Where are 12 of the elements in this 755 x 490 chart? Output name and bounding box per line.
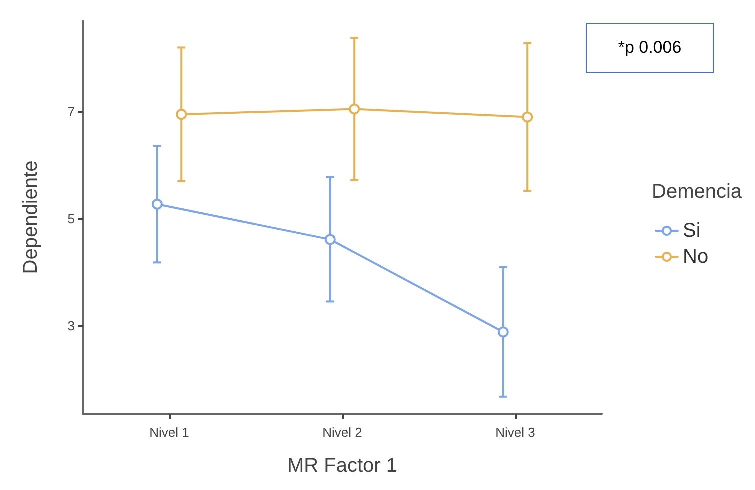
x-tick-label: Nivel 3 [496, 425, 536, 440]
x-tick-label: Nivel 2 [322, 425, 362, 440]
note-box: *p 0.006 [586, 23, 714, 73]
x-tick-label: Nivel 1 [150, 425, 190, 440]
x-axis-title: MR Factor 1 [287, 455, 398, 477]
y-tick-label: 7 [68, 104, 75, 120]
legend-label: No [683, 246, 709, 268]
y-axis-title: Dependiente [20, 160, 42, 274]
y-tick-label: 3 [68, 318, 75, 334]
legend-title: Demencia [652, 181, 743, 203]
legend-label: Si [683, 220, 701, 242]
y-tick-label: 5 [68, 211, 75, 226]
